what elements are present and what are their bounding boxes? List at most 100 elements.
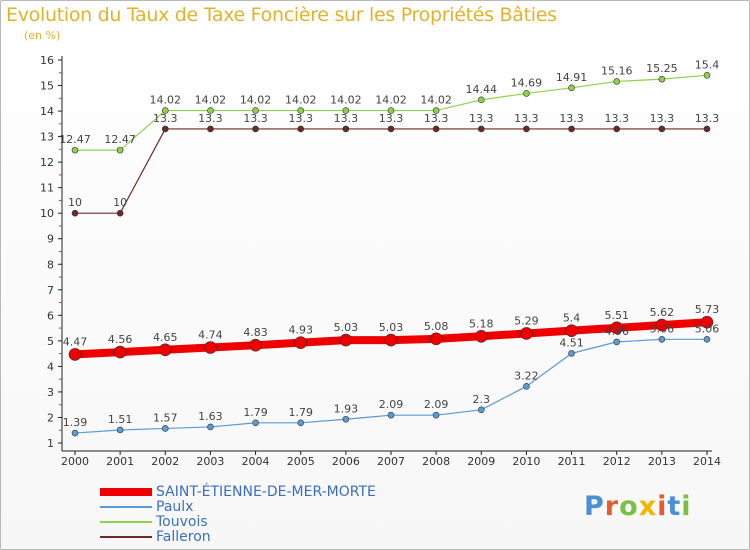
data-point (703, 125, 711, 133)
y-tick-label: 7 (47, 284, 54, 297)
data-label: 1.79 (243, 406, 268, 419)
y-tick-label: 2 (47, 411, 54, 424)
data-label: 14.02 (285, 94, 317, 107)
data-point (568, 125, 575, 133)
data-label: 13.3 (650, 112, 675, 125)
legend: SAINT-ÉTIENNE-DE-MER-MORTE Paulx Touvois Fa… (100, 483, 376, 545)
data-point (116, 209, 124, 217)
data-point (520, 327, 533, 340)
data-point (387, 107, 395, 114)
data-label: 14.02 (195, 94, 227, 107)
data-label: 5.18 (469, 317, 494, 330)
y-tick-label: 11 (40, 182, 54, 195)
data-point (523, 383, 530, 390)
data-point (523, 125, 530, 133)
data-label: 14.02 (375, 94, 407, 107)
data-label: 13.3 (695, 112, 720, 125)
data-label: 2.09 (424, 398, 449, 411)
data-point (71, 146, 79, 154)
legend-label: Paulx (156, 498, 194, 515)
data-label: 4.56 (108, 333, 133, 346)
data-point (658, 125, 666, 133)
y-tick-label: 6 (47, 309, 54, 322)
y-tick-label: 9 (47, 233, 54, 246)
data-labels: 10 10 13.3 13.3 13.3 13.3 13.3 13.3 13.3 13.3 13.3… (59, 58, 719, 429)
data-label: 13.3 (424, 112, 449, 125)
data-point (658, 336, 666, 343)
data-label: 15.16 (601, 64, 633, 77)
data-point (387, 411, 395, 419)
data-label: 2.09 (379, 398, 404, 411)
data-label: 2.3 (473, 393, 491, 406)
data-point (384, 333, 398, 347)
data-point (477, 125, 485, 133)
x-tick-label: 2009 (467, 455, 495, 468)
data-point (655, 318, 669, 332)
legend-label: Touvois (156, 513, 208, 530)
data-label: 13.3 (469, 112, 494, 125)
data-point (610, 321, 624, 335)
data-label: 3.22 (514, 369, 539, 382)
data-label: 1.51 (108, 413, 133, 426)
data-point (613, 78, 621, 85)
logo-letter: P (584, 491, 605, 522)
series-lines (68, 72, 714, 437)
x-tick-label: 2004 (242, 455, 270, 468)
data-point (339, 333, 353, 347)
data-label: 4.83 (243, 326, 268, 339)
logo-letter: t (667, 491, 682, 522)
data-point (252, 125, 259, 133)
data-label: 14.91 (556, 71, 588, 84)
data-label: 14.02 (330, 94, 362, 107)
data-point (207, 125, 214, 133)
data-point (252, 107, 259, 114)
y-tick-label: 3 (47, 386, 54, 399)
data-label: 13.3 (198, 112, 223, 125)
legend-swatch (100, 535, 152, 538)
data-point (294, 336, 308, 349)
data-point (68, 348, 82, 361)
data-label: 1.93 (334, 402, 359, 415)
data-point (113, 345, 127, 359)
data-label: 13.3 (514, 112, 539, 125)
data-label: 5.51 (604, 309, 629, 322)
data-point (432, 107, 440, 114)
y-tick-label: 16 (40, 54, 54, 67)
x-tick-label: 2002 (151, 455, 179, 468)
y-tick-label: 8 (47, 258, 54, 271)
y-tick-label: 13 (40, 131, 54, 144)
legend-label: SAINT-ÉTIENNE-DE-MER-MORTE (156, 483, 376, 500)
y-tick-label: 12 (40, 156, 54, 169)
data-point (116, 146, 124, 154)
legend-label: Falleron (156, 528, 211, 545)
chart-subtitle: (en %) (24, 29, 61, 42)
data-point (613, 125, 621, 133)
data-point (613, 338, 621, 346)
legend-item: Falleron (100, 528, 376, 545)
data-point (342, 107, 350, 114)
data-label: 14.44 (466, 83, 498, 96)
data-label: 15.4 (695, 58, 720, 71)
data-point (477, 406, 485, 414)
data-label: 10 (113, 196, 127, 209)
data-label: 4.74 (198, 329, 223, 342)
data-point (432, 125, 440, 133)
chart-title: Evolution du Taux de Taxe Foncière sur l… (6, 4, 557, 26)
x-tick-label: 2010 (512, 455, 540, 468)
data-label: 13.3 (604, 112, 629, 125)
data-point (568, 84, 575, 92)
data-label: 1.57 (153, 411, 178, 424)
x-tick-label: 2013 (648, 455, 676, 468)
data-point (207, 107, 214, 114)
data-point (252, 419, 259, 427)
data-label: 5.03 (334, 321, 359, 334)
x-tick-label: 2011 (558, 455, 586, 468)
data-label: 15.25 (646, 62, 678, 75)
data-point (387, 125, 395, 133)
data-label: 13.3 (288, 112, 313, 125)
data-point (297, 419, 305, 427)
legend-swatch (100, 487, 152, 496)
data-label: 13.3 (379, 112, 404, 125)
